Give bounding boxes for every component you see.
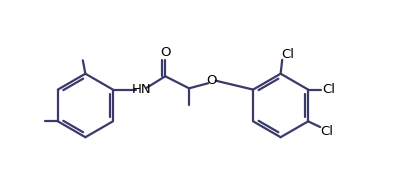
Text: HN: HN [132,83,151,96]
Text: Cl: Cl [321,125,334,138]
Text: O: O [207,74,217,87]
Text: O: O [160,46,171,59]
Text: Cl: Cl [281,48,294,61]
Text: Cl: Cl [322,83,335,96]
